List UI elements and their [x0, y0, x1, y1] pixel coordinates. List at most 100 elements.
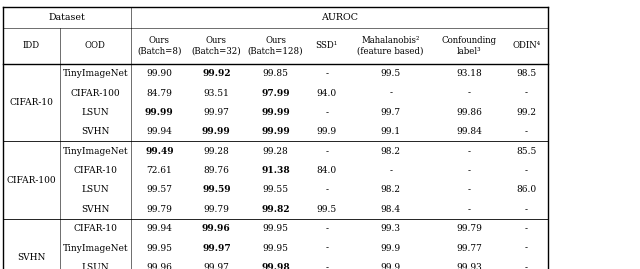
Text: AUROC: AUROC — [321, 13, 358, 22]
Text: 99.9: 99.9 — [381, 263, 401, 269]
Text: 99.86: 99.86 — [456, 108, 482, 117]
Text: 72.61: 72.61 — [147, 166, 172, 175]
Text: 85.5: 85.5 — [516, 147, 536, 156]
Text: -: - — [325, 263, 328, 269]
Text: CIFAR-10: CIFAR-10 — [74, 166, 117, 175]
Text: 99.79: 99.79 — [147, 205, 172, 214]
Text: LSUN: LSUN — [81, 263, 109, 269]
Text: TinyImageNet: TinyImageNet — [63, 69, 128, 78]
Text: 99.94: 99.94 — [147, 224, 172, 233]
Text: -: - — [525, 166, 527, 175]
Text: 99.96: 99.96 — [147, 263, 172, 269]
Text: 99.97: 99.97 — [204, 108, 229, 117]
Text: 99.98: 99.98 — [261, 263, 290, 269]
Text: IDD: IDD — [23, 41, 40, 50]
Text: -: - — [325, 224, 328, 233]
Text: 94.0: 94.0 — [317, 89, 337, 98]
Text: 99.93: 99.93 — [456, 263, 482, 269]
Text: -: - — [525, 263, 527, 269]
Text: 99.99: 99.99 — [261, 127, 290, 136]
Text: 99.84: 99.84 — [456, 127, 482, 136]
Text: SVHN: SVHN — [81, 205, 109, 214]
Text: 99.3: 99.3 — [381, 224, 401, 233]
Text: 99.95: 99.95 — [262, 224, 289, 233]
Text: 93.18: 93.18 — [456, 69, 482, 78]
Text: 99.9: 99.9 — [381, 243, 401, 253]
Text: 99.90: 99.90 — [147, 69, 172, 78]
Text: 99.95: 99.95 — [262, 243, 289, 253]
Text: Confounding
label³: Confounding label³ — [442, 36, 497, 56]
Text: 97.99: 97.99 — [261, 89, 290, 98]
Text: 99.92: 99.92 — [202, 69, 230, 78]
Text: 99.59: 99.59 — [202, 185, 230, 194]
Text: ODIN⁴: ODIN⁴ — [512, 41, 540, 50]
Text: -: - — [525, 224, 527, 233]
Text: 99.82: 99.82 — [261, 205, 290, 214]
Text: 99.28: 99.28 — [262, 147, 289, 156]
Text: 99.99: 99.99 — [145, 108, 173, 117]
Text: 99.79: 99.79 — [456, 224, 482, 233]
Text: -: - — [325, 69, 328, 78]
Text: TinyImageNet: TinyImageNet — [63, 243, 128, 253]
Text: Ours
(Batch=128): Ours (Batch=128) — [248, 36, 303, 56]
Text: 98.2: 98.2 — [381, 147, 401, 156]
Text: 86.0: 86.0 — [516, 185, 536, 194]
Text: 99.1: 99.1 — [381, 127, 401, 136]
Text: SVHN: SVHN — [81, 127, 109, 136]
Text: 99.7: 99.7 — [381, 108, 401, 117]
Text: Dataset: Dataset — [49, 13, 86, 22]
Text: -: - — [525, 127, 527, 136]
Text: -: - — [325, 108, 328, 117]
Text: CIFAR-100: CIFAR-100 — [70, 89, 120, 98]
Text: -: - — [325, 185, 328, 194]
Text: 98.4: 98.4 — [381, 205, 401, 214]
Text: CIFAR-10: CIFAR-10 — [10, 98, 53, 107]
Text: 99.99: 99.99 — [202, 127, 230, 136]
Text: 89.76: 89.76 — [204, 166, 229, 175]
Text: -: - — [389, 166, 392, 175]
Text: 99.95: 99.95 — [147, 243, 172, 253]
Text: -: - — [525, 89, 527, 98]
Text: SVHN: SVHN — [17, 253, 45, 262]
Text: LSUN: LSUN — [81, 185, 109, 194]
Text: 93.51: 93.51 — [204, 89, 229, 98]
Text: 99.79: 99.79 — [204, 205, 229, 214]
Text: OOD: OOD — [85, 41, 106, 50]
Text: 99.5: 99.5 — [317, 205, 337, 214]
Text: -: - — [525, 243, 527, 253]
Text: SSD¹: SSD¹ — [316, 41, 338, 50]
Text: -: - — [525, 205, 527, 214]
Text: 99.28: 99.28 — [204, 147, 229, 156]
Text: -: - — [468, 185, 470, 194]
Text: 98.5: 98.5 — [516, 69, 536, 78]
Text: 99.2: 99.2 — [516, 108, 536, 117]
Text: 91.38: 91.38 — [261, 166, 290, 175]
Text: Ours
(Batch=32): Ours (Batch=32) — [191, 36, 241, 56]
Text: 99.85: 99.85 — [262, 69, 289, 78]
Text: 99.94: 99.94 — [147, 127, 172, 136]
Text: TinyImageNet: TinyImageNet — [63, 147, 128, 156]
Text: -: - — [325, 147, 328, 156]
Text: -: - — [468, 147, 470, 156]
Text: -: - — [325, 243, 328, 253]
Text: 98.2: 98.2 — [381, 185, 401, 194]
Text: 99.57: 99.57 — [147, 185, 172, 194]
Text: Ours
(Batch=8): Ours (Batch=8) — [137, 36, 182, 56]
Text: 99.55: 99.55 — [262, 185, 289, 194]
Text: 99.77: 99.77 — [456, 243, 482, 253]
Text: CIFAR-10: CIFAR-10 — [74, 224, 117, 233]
Text: 99.97: 99.97 — [202, 243, 230, 253]
Text: 84.0: 84.0 — [317, 166, 337, 175]
Text: 99.99: 99.99 — [261, 108, 290, 117]
Text: LSUN: LSUN — [81, 108, 109, 117]
Text: 99.97: 99.97 — [204, 263, 229, 269]
Text: -: - — [468, 89, 470, 98]
Text: 99.5: 99.5 — [381, 69, 401, 78]
Text: 99.49: 99.49 — [145, 147, 173, 156]
Text: Mahalanobis²
(feature based): Mahalanobis² (feature based) — [358, 36, 424, 56]
Text: CIFAR-100: CIFAR-100 — [6, 176, 56, 185]
Text: 84.79: 84.79 — [147, 89, 172, 98]
Text: -: - — [468, 166, 470, 175]
Text: 99.96: 99.96 — [202, 224, 230, 233]
Text: -: - — [468, 205, 470, 214]
